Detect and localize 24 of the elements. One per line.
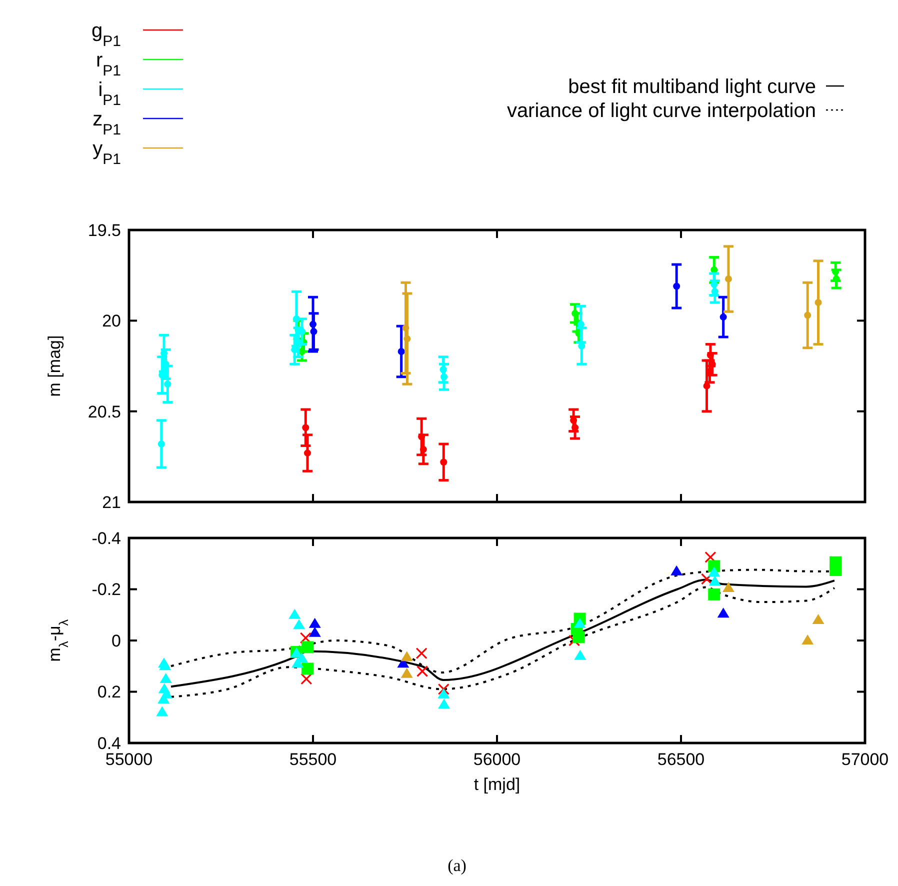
y-tick-label: 0.2: [97, 682, 121, 702]
y-tick-label: 20.5: [88, 402, 121, 422]
legend-label: best fit multiband light curve: [568, 76, 816, 98]
y-axis-title: m [mag]: [45, 335, 64, 397]
y-tick-label: 21: [102, 492, 121, 512]
x-tick-label: 57000: [841, 750, 889, 769]
text: (a): [448, 856, 466, 875]
x-tick-label: 56500: [657, 750, 705, 769]
y-tick-label: 19.5: [88, 220, 121, 240]
legend-label: r$_{P1}$: [96, 50, 121, 79]
y-tick-label: 0.4: [97, 734, 121, 753]
y-tick-label: 0: [112, 631, 121, 650]
legend-label: i$_{P1}$: [98, 79, 121, 108]
x-tick-label: 56000: [473, 750, 521, 769]
legend-label: variance of light curve interpolation: [506, 100, 816, 122]
x-tick-label: 55500: [289, 750, 337, 769]
y-tick-label: -0.4: [92, 528, 121, 548]
y-tick-label: 20: [102, 312, 121, 331]
legend-label: z$_{P1}$: [92, 108, 121, 138]
y-tick-label: -0.2: [92, 580, 121, 600]
legend-label: y$_{P1}$: [92, 138, 121, 168]
legend-label: g$_{P1}$: [92, 20, 121, 50]
x-axis-title: t [mjd]: [474, 775, 520, 794]
x-tick-label: 55000: [105, 750, 153, 769]
